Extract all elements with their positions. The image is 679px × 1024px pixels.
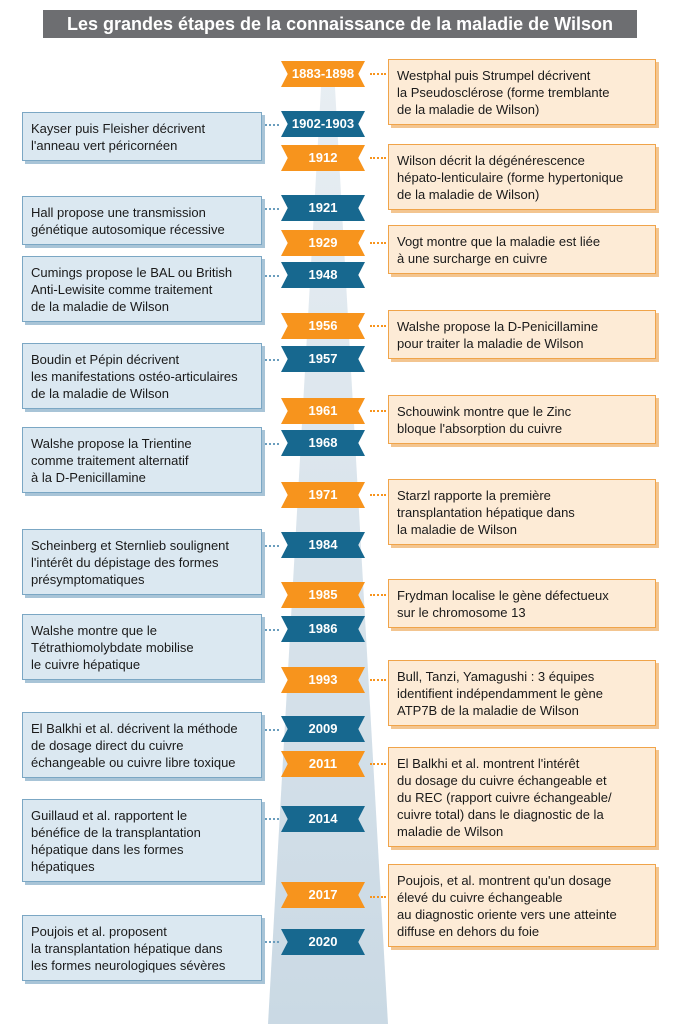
year-badge-1986: 1986 [281,616,365,642]
event-1993: Bull, Tanzi, Yamagushi : 3 équipes ident… [388,660,656,726]
event-1961: Schouwink montre que le Zinc bloque l'ab… [388,395,656,444]
connector-1902-1903 [265,124,279,126]
event-1902-1903: Kayser puis Fleisher décrivent l'anneau … [22,112,262,161]
year-badge-1957: 1957 [281,346,365,372]
event-1956: Walshe propose la D-Penicillamine pour t… [388,310,656,359]
event-1968: Walshe propose la Trientine comme traite… [22,427,262,493]
year-badge-1948: 1948 [281,262,365,288]
event-2017: Poujois, et al. montrent qu'un dosage él… [388,864,656,947]
connector-2009 [265,729,279,731]
connector-1929 [370,242,386,244]
connector-1948 [265,275,279,277]
event-2011: El Balkhi et al. montrent l'intérêt du d… [388,747,656,847]
year-badge-1968: 1968 [281,430,365,456]
event-2020: Poujois et al. proposent la transplantat… [22,915,262,981]
event-1971: Starzl rapporte la première transplantat… [388,479,656,545]
year-badge-1993: 1993 [281,667,365,693]
event-1912: Wilson décrit la dégénérescence hépato-l… [388,144,656,210]
year-badge-1985: 1985 [281,582,365,608]
event-1921: Hall propose une transmission génétique … [22,196,262,245]
year-badge-2009: 2009 [281,716,365,742]
year-badge-1956: 1956 [281,313,365,339]
event-1957: Boudin et Pépin décrivent les manifestat… [22,343,262,409]
connector-1921 [265,208,279,210]
connector-1961 [370,410,386,412]
year-badge-1961: 1961 [281,398,365,424]
connector-2014 [265,818,279,820]
connector-1984 [265,545,279,547]
year-badge-2020: 2020 [281,929,365,955]
year-badge-1921: 1921 [281,195,365,221]
connector-2017 [370,896,386,898]
event-1883-1898: Westphal puis Strumpel décrivent la Pseu… [388,59,656,125]
connector-1957 [265,359,279,361]
event-1984: Scheinberg et Sternlieb soulignent l'int… [22,529,262,595]
year-badge-1883-1898: 1883-1898 [281,61,365,87]
connector-2011 [370,763,386,765]
year-badge-1971: 1971 [281,482,365,508]
event-1948: Cumings propose le BAL ou British Anti-L… [22,256,262,322]
year-badge-2011: 2011 [281,751,365,777]
connector-1968 [265,443,279,445]
connector-2020 [265,941,279,943]
connector-1956 [370,325,386,327]
connector-1883-1898 [370,73,386,75]
event-1986: Walshe montre que le Tétrathiomolybdate … [22,614,262,680]
year-badge-1912: 1912 [281,145,365,171]
connector-1993 [370,679,386,681]
connector-1971 [370,494,386,496]
event-2014: Guillaud et al. rapportent le bénéfice d… [22,799,262,882]
event-2009: El Balkhi et al. décrivent la méthode de… [22,712,262,778]
year-badge-1902-1903: 1902-1903 [281,111,365,137]
year-badge-2017: 2017 [281,882,365,908]
event-1929: Vogt montre que la maladie est liée à un… [388,225,656,274]
event-1985: Frydman localise le gène défectueux sur … [388,579,656,628]
connector-1912 [370,157,386,159]
year-badge-1929: 1929 [281,230,365,256]
year-badge-2014: 2014 [281,806,365,832]
connector-1985 [370,594,386,596]
page-title: Les grandes étapes de la connaissance de… [43,10,637,38]
year-badge-1984: 1984 [281,532,365,558]
connector-1986 [265,629,279,631]
